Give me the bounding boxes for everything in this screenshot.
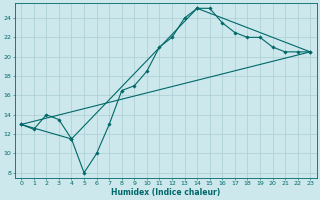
X-axis label: Humidex (Indice chaleur): Humidex (Indice chaleur) (111, 188, 220, 197)
